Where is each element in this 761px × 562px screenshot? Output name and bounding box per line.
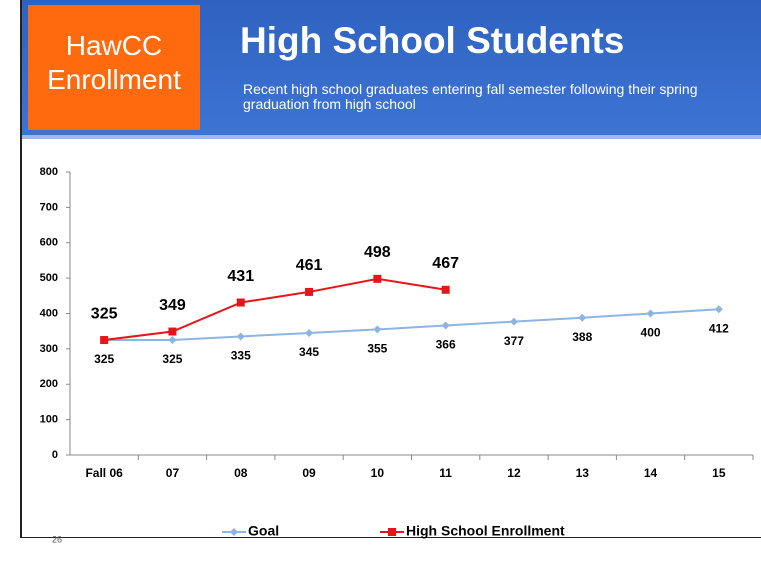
y-tick-label: 600: [40, 237, 58, 249]
data-label: 400: [641, 326, 661, 340]
marker: [373, 274, 382, 283]
y-tick-label: 500: [40, 272, 58, 284]
marker: [236, 298, 245, 307]
x-tick-label: 13: [576, 466, 590, 480]
marker: [578, 313, 587, 322]
data-label: 388: [572, 330, 592, 344]
badge: HawCC Enrollment: [28, 5, 200, 130]
series-line: [104, 277, 446, 342]
data-label: 366: [436, 338, 456, 352]
data-label: 412: [709, 321, 729, 335]
marker: [100, 336, 109, 345]
marker: [236, 332, 245, 341]
y-tick-label: 100: [40, 414, 58, 426]
y-tick-label: 700: [40, 201, 58, 213]
marker: [230, 528, 238, 536]
data-label: 345: [299, 345, 319, 359]
data-label: 461: [296, 257, 323, 274]
marker: [168, 336, 177, 345]
data-label: 355: [367, 342, 387, 356]
slide-number: 26: [52, 534, 62, 544]
y-tick-label: 800: [40, 166, 58, 178]
data-label: 349: [159, 297, 186, 314]
slide-edge: [20, 0, 22, 538]
x-tick-label: 10: [371, 466, 385, 480]
x-tick-label: 11: [439, 466, 452, 480]
data-label: 325: [91, 305, 118, 322]
slide-edge: [20, 537, 761, 538]
marker: [168, 327, 177, 336]
x-tick-label: 12: [507, 466, 521, 480]
marker: [373, 325, 382, 334]
slide-title: High School Students: [240, 20, 625, 61]
marker: [509, 317, 518, 326]
data-label: 325: [162, 352, 182, 366]
marker: [441, 321, 450, 330]
marker: [305, 328, 314, 337]
data-label: 498: [364, 244, 391, 261]
marker: [388, 528, 396, 536]
legend-label: Goal: [248, 523, 279, 539]
marker: [441, 285, 450, 294]
y-tick-label: 200: [40, 378, 58, 390]
data-label: 431: [227, 268, 254, 285]
x-tick-label: 14: [644, 466, 658, 480]
y-tick-label: 300: [40, 343, 58, 355]
data-label: 325: [94, 352, 114, 366]
marker: [714, 305, 723, 314]
data-label: 377: [504, 334, 524, 348]
marker: [646, 309, 655, 318]
x-tick-label: 08: [234, 466, 248, 480]
data-label: 335: [231, 349, 251, 363]
data-label: 467: [432, 255, 459, 272]
y-tick-label: 0: [52, 449, 58, 461]
slide-subtitle: Recent high school graduates entering fa…: [243, 81, 698, 112]
x-tick-label: 15: [712, 466, 726, 480]
x-tick-label: Fall 06: [85, 466, 123, 480]
marker: [305, 287, 314, 296]
series-line: [104, 308, 719, 342]
y-tick-label: 400: [40, 307, 58, 319]
x-tick-label: 07: [166, 466, 180, 480]
x-tick-label: 09: [302, 466, 316, 480]
legend-label: High School Enrollment: [406, 523, 565, 539]
